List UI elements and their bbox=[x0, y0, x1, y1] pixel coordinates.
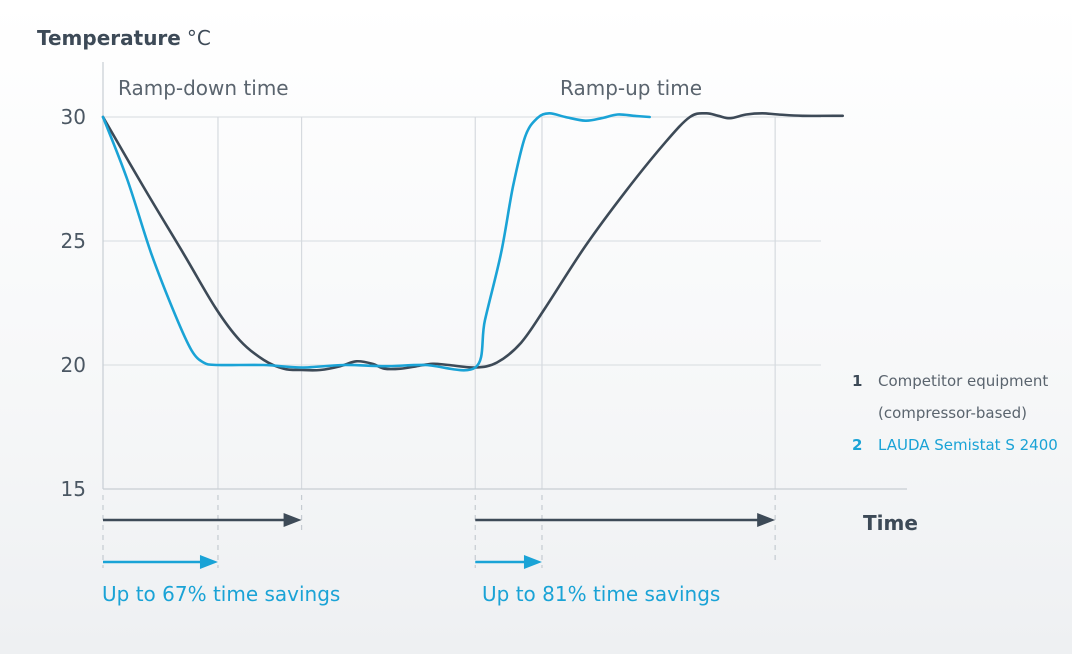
lauda-ramp-up-arrow-head bbox=[523, 555, 542, 569]
legend-num-1: 1 bbox=[852, 372, 862, 390]
legend-series-1: Competitor equipment bbox=[878, 372, 1048, 390]
ramp-down-label: Ramp-down time bbox=[118, 76, 289, 100]
series-line-1 bbox=[101, 111, 844, 372]
series-line-2 bbox=[101, 111, 651, 372]
series-lines bbox=[101, 111, 844, 372]
gridlines bbox=[103, 116, 821, 366]
competitor-ramp-up-arrow-head bbox=[757, 513, 776, 527]
vertical-guides bbox=[102, 117, 776, 568]
legend-series-1-note: (compressor-based) bbox=[878, 404, 1027, 422]
legend-series-2: LAUDA Semistat S 2400 bbox=[878, 436, 1058, 454]
y-tick-30: 30 bbox=[61, 105, 86, 129]
legend-num-2: 2 bbox=[852, 436, 862, 454]
y-tick-labels: 30 25 20 15 bbox=[61, 105, 86, 501]
time-arrows bbox=[103, 513, 776, 569]
ramp-up-savings: Up to 81% time savings bbox=[482, 582, 720, 606]
ramp-up-label: Ramp-up time bbox=[560, 76, 702, 100]
lauda-ramp-down-arrow-head bbox=[199, 555, 218, 569]
competitor-ramp-down-arrow-head bbox=[283, 513, 302, 527]
y-tick-20: 20 bbox=[61, 353, 86, 377]
y-tick-15: 15 bbox=[61, 477, 86, 501]
x-axis-label: Time bbox=[863, 511, 918, 535]
y-tick-25: 25 bbox=[61, 229, 86, 253]
legend: 1 Competitor equipment (compressor-based… bbox=[852, 372, 1058, 454]
ramp-down-savings: Up to 67% time savings bbox=[102, 582, 340, 606]
chart-title: Temperature °C bbox=[37, 26, 211, 50]
